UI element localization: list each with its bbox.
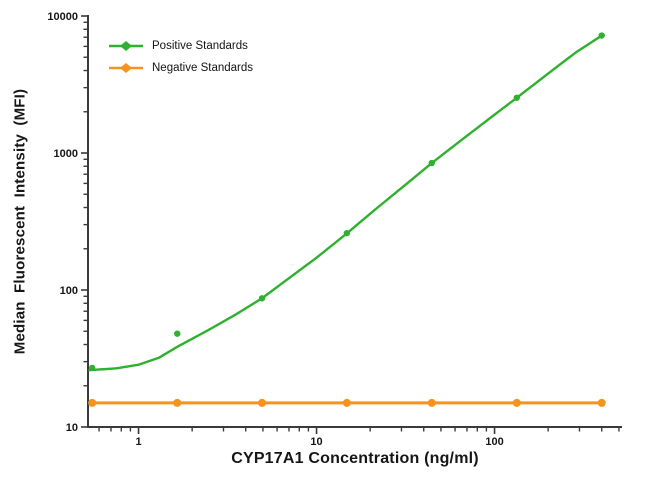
negative-standards-marker-icon xyxy=(109,63,143,73)
svg-text:1: 1 xyxy=(135,436,141,448)
svg-text:10000: 10000 xyxy=(47,11,78,23)
positive-standards-marker-icon xyxy=(109,41,143,51)
legend-label-negative-standards: Negative Standards xyxy=(152,62,254,74)
svg-text:10: 10 xyxy=(66,422,78,434)
legend: Positive Standards Negative Standards xyxy=(108,35,253,79)
x-axis-title: CYP17A1 Concentration (ng/ml) xyxy=(231,450,479,467)
legend-item-positive-standards: Positive Standards xyxy=(108,35,253,57)
y-axis-title: Median Fluorescent Intensity (MFI) xyxy=(11,88,29,355)
svg-text:100: 100 xyxy=(60,285,78,297)
legend-label-positive-standards: Positive Standards xyxy=(152,40,248,52)
svg-text:100: 100 xyxy=(485,436,503,448)
svg-text:10: 10 xyxy=(310,436,322,448)
svg-text:1000: 1000 xyxy=(54,148,78,160)
legend-item-negative-standards: Negative Standards xyxy=(108,57,253,79)
